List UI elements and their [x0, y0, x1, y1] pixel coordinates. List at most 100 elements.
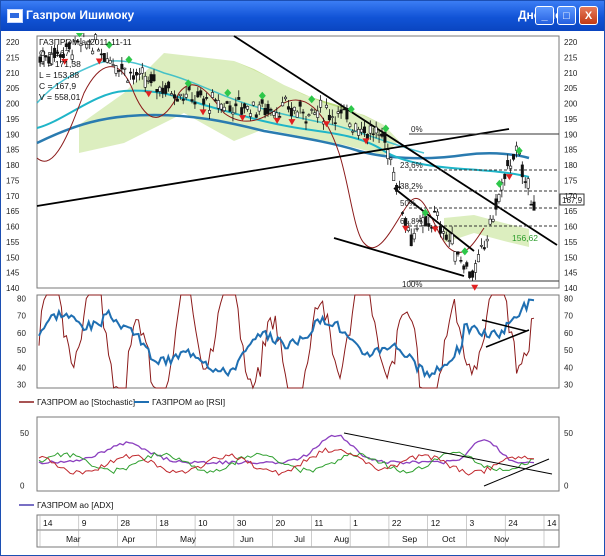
y-tick-label-left: 200: [6, 100, 20, 109]
y-tick-label-left: 220: [6, 38, 20, 47]
candle-body: [488, 218, 492, 225]
candle-body: [298, 101, 302, 107]
adx-legend-label: ГАЗПРОМ ао [ADX]: [37, 500, 113, 510]
buy-signal-marker: [224, 88, 232, 97]
month-label: Mar: [66, 534, 81, 544]
candle-body: [368, 125, 372, 134]
fib-label: 38,2%: [400, 182, 423, 191]
candle-body: [172, 94, 176, 99]
close-button[interactable]: X: [579, 6, 598, 25]
buy-signal-marker: [515, 146, 523, 155]
candle-body: [447, 240, 451, 242]
candle-body: [64, 43, 68, 47]
candle-body: [126, 80, 130, 83]
y-tick-label-right: 195: [564, 115, 578, 124]
candle-body: [456, 251, 460, 255]
candle-body: [479, 245, 483, 247]
candle-body: [409, 234, 413, 247]
candle-body: [441, 231, 445, 234]
sell-signal-marker: [95, 58, 103, 65]
y-tick-label-left: 155: [6, 238, 20, 247]
month-label: Apr: [122, 534, 135, 544]
month-label: Sep: [402, 534, 417, 544]
candle-body: [406, 227, 410, 231]
candle-body: [175, 98, 179, 102]
candle-body: [99, 53, 103, 56]
candle-body: [307, 114, 311, 116]
candle-body: [41, 51, 45, 62]
buy-signal-marker: [105, 40, 113, 49]
candle-body: [225, 101, 229, 104]
maximize-button[interactable]: □: [557, 6, 576, 25]
adx-tick-left: 50: [20, 429, 29, 438]
osc-tick-left: 80: [17, 294, 26, 303]
y-tick-label-right: 185: [564, 146, 578, 155]
ichimoku-lines: [36, 60, 530, 253]
candle-body: [152, 74, 156, 82]
chart-area[interactable]: ГАЗПРОМ ао 2011-11-11 O = 167 H = 171,38…: [4, 33, 601, 551]
sell-signal-marker: [61, 58, 69, 65]
candle-body: [374, 126, 378, 134]
candle-body: [424, 216, 428, 226]
candle-body: [228, 105, 232, 112]
month-label: Jun: [240, 534, 254, 544]
y-tick-label-right: 205: [564, 84, 578, 93]
candle-body: [295, 111, 299, 118]
fibonacci-levels: [409, 133, 559, 282]
osc-tick-right: 80: [564, 294, 573, 303]
fib-label: 61,8%: [400, 217, 423, 226]
osc-tick-left: 70: [17, 312, 26, 321]
price-panel[interactable]: ГАЗПРОМ ао 2011-11-11 O = 167 H = 171,38…: [6, 33, 585, 293]
y-tick-label-right: 190: [564, 130, 578, 139]
day-tick-label: 12: [431, 518, 441, 528]
candle-body: [50, 53, 54, 65]
candle-body: [444, 234, 448, 240]
day-tick-label: 30: [237, 518, 247, 528]
buy-signal-marker: [461, 247, 469, 256]
candle-body: [526, 178, 530, 189]
sell-signal-marker: [362, 138, 370, 145]
y-tick-label-right: 155: [564, 238, 578, 247]
candle-body: [79, 43, 83, 46]
candle-body: [53, 47, 57, 58]
candle-body: [213, 99, 217, 102]
candle-body: [155, 89, 159, 93]
buy-signal-marker: [347, 105, 355, 114]
y-tick-label-left: 215: [6, 54, 20, 63]
osc-tick-right: 40: [564, 363, 573, 372]
candle-body: [91, 50, 95, 55]
oscillator-panel[interactable]: 80 80 70 70 60 60 50 50 40 40 30 30: [17, 294, 573, 389]
volume-label: V = 558,01: [39, 92, 81, 102]
window-title: Газпром Ишимоку: [26, 8, 135, 22]
candle-body: [357, 129, 361, 136]
y-tick-label-right: 150: [564, 253, 578, 262]
rsi-line: [38, 298, 535, 379]
y-tick-label-left: 170: [6, 192, 20, 201]
candle-body: [184, 93, 188, 98]
candle-body: [313, 112, 317, 115]
candle-body: [132, 75, 136, 80]
y-tick-label-right: 165: [564, 207, 578, 216]
y-tick-label-right: 220: [564, 38, 578, 47]
minimize-button[interactable]: _: [535, 6, 554, 25]
day-tick-label: 10: [198, 518, 208, 528]
day-tick-label: 14: [43, 518, 53, 528]
candle-body: [459, 260, 463, 262]
y-tick-label-left: 205: [6, 84, 20, 93]
close-label: C = 167,9: [39, 81, 76, 91]
candle-body: [380, 133, 384, 137]
day-tick-label: 9: [82, 518, 87, 528]
candle-body: [111, 64, 115, 66]
sell-signal-marker: [323, 121, 331, 128]
title-bar[interactable]: Газпром Ишимоку Дневной _ □ X: [1, 1, 604, 31]
sell-signal-marker: [471, 284, 479, 291]
candle-body: [482, 247, 486, 250]
day-tick-label: 18: [159, 518, 169, 528]
candle-body: [140, 67, 144, 74]
adx-panel[interactable]: 50 50 0 0: [20, 416, 573, 492]
y-tick-label-left: 175: [6, 176, 20, 185]
candle-body: [383, 132, 387, 143]
time-axis[interactable]: 14 9 28 18 10 30 20 11 1 22 12 3 24 14 Mar Apr May Jun Ju…: [36, 514, 560, 548]
candle-body: [167, 81, 171, 89]
candle-body: [418, 220, 422, 222]
